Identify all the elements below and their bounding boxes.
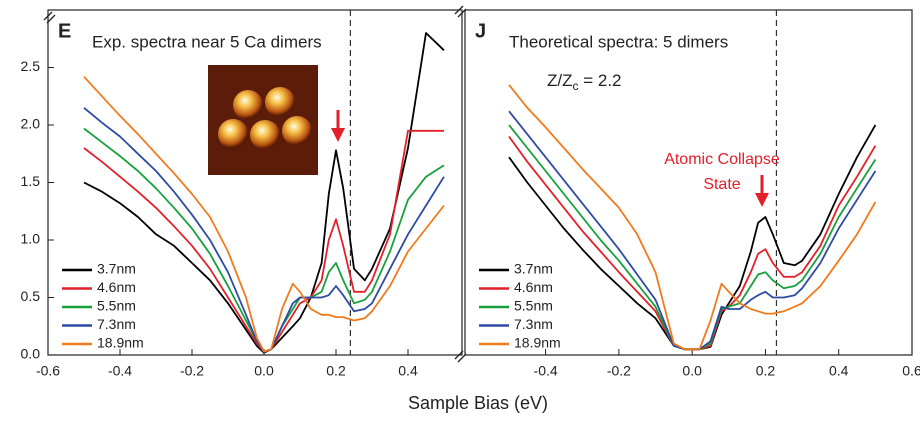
legend-label: 7.3nm xyxy=(514,316,553,332)
x-tick-label: 0.2 xyxy=(326,363,346,379)
annotation-part: = 2.2 xyxy=(579,71,622,90)
y-tick-label: 0.5 xyxy=(21,288,41,304)
legend-label: 3.7nm xyxy=(514,261,553,277)
legend-label: 18.9nm xyxy=(97,335,144,351)
legend-label: 4.6nm xyxy=(514,279,553,295)
x-tick-label: -0.4 xyxy=(534,363,558,379)
y-tick-label: 1.5 xyxy=(21,173,41,189)
x-tick-label: 0.4 xyxy=(398,363,418,379)
x-tick-label: -0.4 xyxy=(108,363,132,379)
data-line xyxy=(509,137,875,350)
y-tick-label: 1.0 xyxy=(21,231,41,247)
legend-label: 4.6nm xyxy=(97,279,136,295)
inset-image xyxy=(208,65,318,175)
panel-title: Exp. spectra near 5 Ca dimers xyxy=(92,32,322,51)
legend-label: 5.5nm xyxy=(97,298,136,314)
figure: -0.6 -0.4 -0.2 0.0 0.2 0.4 0.0 0.5 1.0 1.5 2.0 2.5 E… xyxy=(0,0,920,421)
legend-label: 7.3nm xyxy=(97,316,136,332)
panel-label: J xyxy=(475,20,486,42)
legend-label: 5.5nm xyxy=(514,298,553,314)
x-tick-label: -0.2 xyxy=(607,363,631,379)
x-tick-label: -0.6 xyxy=(36,363,60,379)
annotation: Z/Zc = 2.2 xyxy=(547,71,622,93)
arrow-label: Atomic Collapse xyxy=(664,151,780,168)
legend-label: 3.7nm xyxy=(97,261,136,277)
y-tick-label: 0.0 xyxy=(21,346,41,362)
y-tick-label: 2.5 xyxy=(21,58,41,74)
x-tick-label: 0.0 xyxy=(254,363,274,379)
x-tick-label: 0.0 xyxy=(682,363,702,379)
panel-label: E xyxy=(58,20,71,42)
data-line xyxy=(509,85,875,350)
panel-title: Theoretical spectra: 5 dimers xyxy=(509,32,728,51)
x-tick-label: 0.2 xyxy=(756,363,776,379)
x-tick-label: -0.2 xyxy=(180,363,204,379)
arrow-label: State xyxy=(703,176,740,193)
y-tick-label: 2.0 xyxy=(21,116,41,132)
x-tick-label: 0.6 xyxy=(902,363,920,379)
x-tick-label: 0.4 xyxy=(829,363,849,379)
x-axis-label: Sample Bias (eV) xyxy=(408,393,548,413)
annotation-part: Z/Z xyxy=(547,71,573,90)
legend-label: 18.9nm xyxy=(514,335,561,351)
